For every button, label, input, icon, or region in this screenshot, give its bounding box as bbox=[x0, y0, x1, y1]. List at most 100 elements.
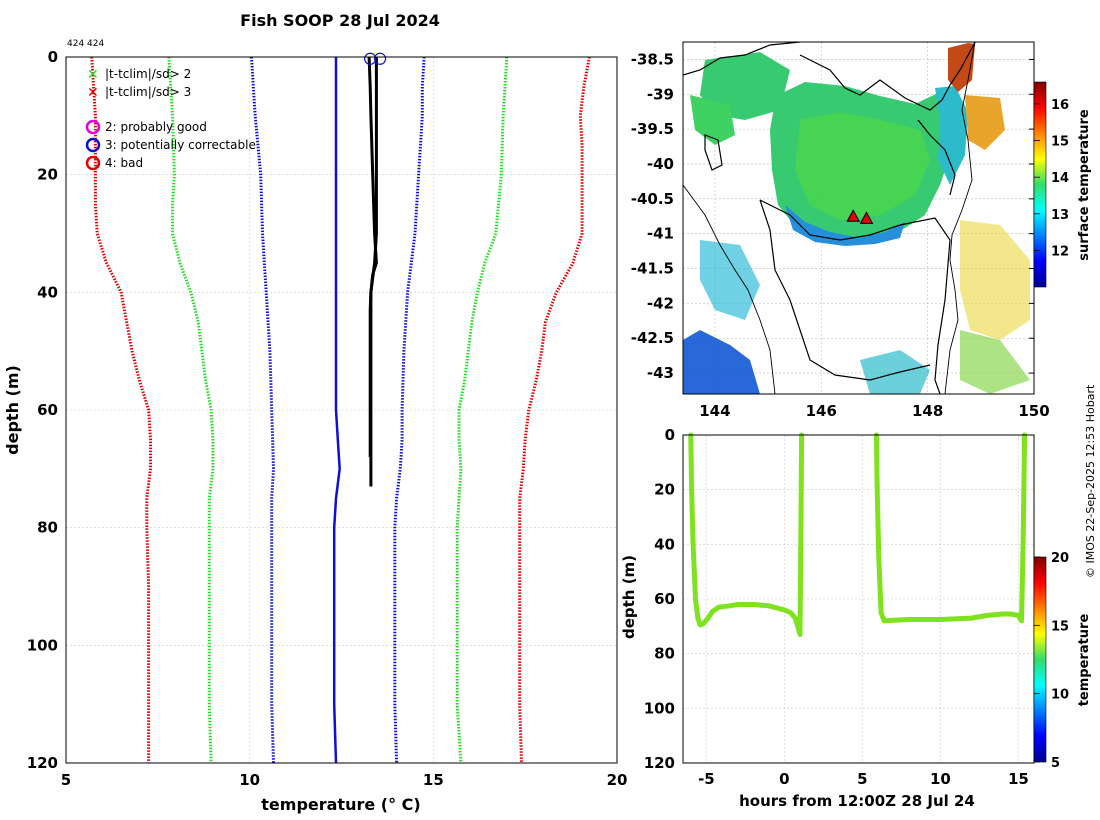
depth-time-series bbox=[688, 432, 1028, 637]
x-tick-label: 15 bbox=[423, 771, 444, 789]
sst-patch-bottom bbox=[860, 350, 930, 394]
temperature-colorbar bbox=[1033, 556, 1047, 763]
sst-patch-warm-e bbox=[965, 95, 1005, 150]
sst-colorbar-label: surface temperature bbox=[1077, 109, 1092, 261]
legend-label-sd2: |t-tclim|/sd> 2 bbox=[105, 67, 191, 81]
dt-x-tick-label: 5 bbox=[857, 770, 867, 788]
x-tick-label: 5 bbox=[61, 771, 71, 789]
coastline bbox=[683, 42, 976, 394]
sst-patch-strait-inner bbox=[795, 112, 930, 220]
sst-colorbar-tick-label: 13 bbox=[1051, 208, 1069, 223]
map-x-tick-label: 148 bbox=[912, 402, 943, 420]
profile-ticks: 5 10 15 20 0 20 40 60 80 100 120 bbox=[27, 48, 628, 789]
dt-y-tick-label: 0 bbox=[665, 426, 675, 444]
legend-label-flag3: 3: potentially correctable bbox=[105, 138, 256, 152]
legend-label-flag2: 2: probably good bbox=[105, 120, 207, 134]
depth-time-plot: -5 0 5 10 15 0 20 40 60 80 100 120 hours from 12:00… bbox=[620, 426, 1092, 810]
series-line bbox=[250, 57, 276, 763]
legend-marker-sd2-icon: ✕ bbox=[87, 67, 99, 83]
map-content bbox=[683, 42, 1030, 394]
map-y-tick-label: -38.5 bbox=[631, 50, 674, 68]
legend-flag2-icon bbox=[85, 119, 101, 135]
profile-series bbox=[90, 57, 591, 763]
y-tick-label: 20 bbox=[37, 166, 58, 184]
y-tick-label: 80 bbox=[37, 519, 58, 537]
x-tick-label: 20 bbox=[607, 771, 628, 789]
sst-colorbar-tick-label: 12 bbox=[1051, 244, 1069, 259]
dt-x-tick-label: 0 bbox=[779, 770, 789, 788]
temperature-colorbar-ticks: 5 10 15 20 bbox=[1034, 551, 1069, 771]
dt-y-tick-label: 120 bbox=[644, 754, 675, 772]
legend-flag4-icon bbox=[85, 155, 101, 171]
y-tick-label: 40 bbox=[37, 283, 58, 301]
sst-patch-sw bbox=[683, 330, 760, 394]
temperature-colorbar-tick-label: 10 bbox=[1051, 688, 1069, 703]
x-tick-label: 10 bbox=[239, 771, 260, 789]
dt-y-tick-label: 40 bbox=[654, 535, 675, 553]
y-tick-label: 60 bbox=[37, 401, 58, 419]
sst-colorbar bbox=[1033, 81, 1047, 288]
dt-x-tick-label: 10 bbox=[930, 770, 951, 788]
qc-flag-marker bbox=[364, 52, 377, 65]
map-y-tick-label: -42 bbox=[647, 294, 674, 312]
profile-flags bbox=[364, 52, 387, 65]
map-y-tick-label: -43 bbox=[647, 364, 674, 382]
temperature-colorbar-tick-label: 20 bbox=[1051, 551, 1069, 566]
legend-marker-sd3-icon: ✕ bbox=[87, 85, 99, 101]
depth-trace bbox=[873, 432, 1028, 624]
sst-colorbar-tick-label: 16 bbox=[1051, 98, 1069, 113]
qc-flag-marker bbox=[373, 52, 387, 65]
map-x-tick-label: 146 bbox=[806, 402, 837, 420]
map-points bbox=[846, 209, 874, 224]
dt-x-tick-label: 15 bbox=[1008, 770, 1029, 788]
temperature-colorbar-tick-label: 5 bbox=[1051, 756, 1060, 771]
sst-colorbar-tick-label: 15 bbox=[1051, 135, 1069, 150]
y-tick-label: 0 bbox=[48, 48, 58, 66]
dt-y-tick-label: 100 bbox=[644, 699, 675, 717]
sst-patch-east bbox=[935, 86, 968, 185]
sst-patch-west-2 bbox=[690, 95, 735, 145]
copyright-label: © IMOS 22-Sep-2025 12:53 Hobart bbox=[1084, 384, 1097, 578]
map-y-tick-label: -41.5 bbox=[631, 260, 674, 278]
map-y-tick-label: -39 bbox=[647, 85, 674, 103]
series-line bbox=[393, 57, 426, 763]
dt-y-tick-label: 80 bbox=[654, 645, 675, 663]
depth-time-y-label: depth (m) bbox=[620, 555, 638, 639]
series-line bbox=[367, 57, 378, 487]
shelf-contour bbox=[683, 42, 976, 394]
profile-plot: 5 10 15 20 0 20 40 60 80 100 120 temperature (° C)… bbox=[3, 48, 627, 814]
series-line bbox=[90, 57, 152, 763]
dt-y-tick-label: 20 bbox=[654, 481, 675, 499]
legend-label-flag4: 4: bad bbox=[105, 156, 143, 170]
sst-colorbar-ticks: 12 13 14 15 16 bbox=[1034, 98, 1069, 259]
sst-map: 144 146 148 150 -38.5 -39 -39.5 -40 -40.5 -41 -41.… bbox=[631, 41, 1092, 420]
temperature-colorbar-tick-label: 15 bbox=[1051, 619, 1069, 634]
sst-patch-se-2 bbox=[960, 330, 1030, 394]
dt-x-tick-label: -5 bbox=[698, 770, 715, 788]
map-y-tick-label: -40 bbox=[647, 155, 674, 173]
dt-y-tick-label: 60 bbox=[654, 590, 675, 608]
profile-id-label: 424 424 bbox=[67, 39, 104, 49]
map-x-tick-label: 150 bbox=[1018, 402, 1049, 420]
map-y-tick-label: -39.5 bbox=[631, 120, 674, 138]
depth-time-ticks: -5 0 5 10 15 0 20 40 60 80 100 120 bbox=[644, 426, 1029, 788]
profile-y-label: depth (m) bbox=[3, 365, 22, 455]
profile-location-marker bbox=[846, 209, 861, 222]
series-line bbox=[167, 57, 215, 763]
depth-trace bbox=[688, 432, 805, 637]
sst-pixels bbox=[683, 43, 1030, 394]
map-y-tick-label: -40.5 bbox=[631, 190, 674, 208]
y-tick-label: 120 bbox=[27, 754, 58, 772]
sst-colorbar-tick-label: 14 bbox=[1051, 171, 1069, 186]
legend-flag3-icon bbox=[85, 137, 101, 153]
y-tick-label: 100 bbox=[27, 636, 58, 654]
map-ticks: 144 146 148 150 -38.5 -39 -39.5 -40 -40.5 -41 -41.… bbox=[631, 50, 1050, 420]
profile-x-label: temperature (° C) bbox=[261, 795, 420, 814]
figure-title: Fish SOOP 28 Jul 2024 bbox=[240, 11, 440, 30]
profile-location-marker bbox=[859, 211, 874, 224]
map-y-tick-label: -41 bbox=[647, 225, 674, 243]
profile-legend: ✕ |t-tclim|/sd> 2 ✕ |t-tclim|/sd> 3 2: p… bbox=[85, 67, 256, 171]
sst-patch-west bbox=[700, 52, 790, 120]
sst-patch-sw-2 bbox=[700, 240, 760, 320]
